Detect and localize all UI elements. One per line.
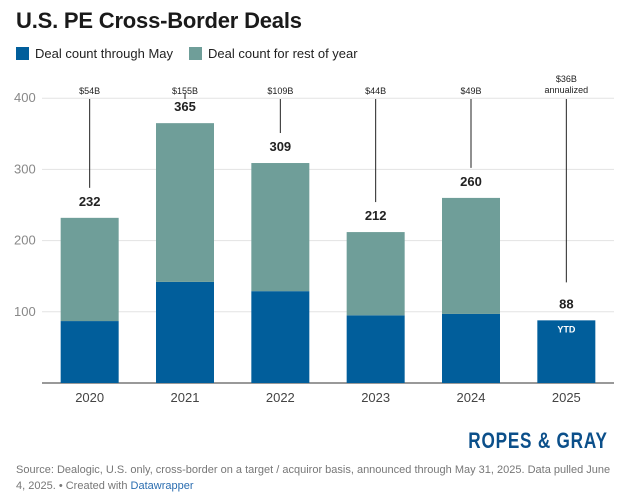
- x-tick-label: 2022: [266, 390, 295, 405]
- y-tick-label: 100: [14, 304, 36, 319]
- legend-label-through-may: Deal count through May: [35, 46, 174, 61]
- x-tick-label: 2020: [75, 390, 104, 405]
- bar-through-may: [60, 321, 119, 383]
- y-tick-label: 400: [14, 90, 36, 105]
- value-annotation: $54B: [79, 86, 100, 96]
- bar-inner-label: YTD: [557, 324, 576, 334]
- bar-total-label: 309: [269, 139, 291, 154]
- bar-through-may: [251, 291, 310, 383]
- bar-total-label: 365: [174, 99, 196, 114]
- datawrapper-link[interactable]: Datawrapper: [130, 480, 194, 492]
- bar-total-label: 260: [460, 174, 482, 189]
- bar-rest-of-year: [60, 217, 119, 322]
- bar-through-may: [442, 313, 500, 383]
- bar-rest-of-year: [442, 197, 500, 314]
- bar-total-label: 232: [79, 194, 101, 209]
- bar-total-label: 212: [365, 208, 387, 223]
- bar-through-may: [156, 281, 214, 383]
- value-annotation-sublabel: annualized: [545, 85, 589, 95]
- bar-total-label: 88: [559, 296, 573, 311]
- chart-title: U.S. PE Cross-Border Deals: [16, 8, 302, 33]
- legend-swatch-through-may: [16, 47, 29, 60]
- value-annotation: $44B: [365, 86, 386, 96]
- legend-item-through-may: Deal count through May: [16, 46, 173, 61]
- source-note: Source: Dealogic, U.S. only, cross-borde…: [16, 462, 616, 494]
- brand-logo: ROPES & GRAY: [468, 428, 608, 453]
- bar-rest-of-year: [346, 232, 405, 316]
- x-tick-label: 2021: [171, 390, 200, 405]
- x-tick-label: 2023: [361, 390, 390, 405]
- bar-through-may: [537, 320, 596, 383]
- legend-swatch-rest-of-year: [189, 47, 203, 60]
- x-tick-label: 2025: [552, 390, 581, 405]
- value-annotation: $109B: [267, 86, 293, 96]
- legend-item-rest-of-year: Deal count for rest of year: [189, 46, 358, 61]
- value-annotation: $155B: [172, 86, 198, 96]
- bar-rest-of-year: [156, 123, 214, 282]
- value-annotation: $36B: [556, 74, 577, 84]
- source-text: Source: Dealogic, U.S. only, cross-borde…: [16, 464, 611, 492]
- bar-rest-of-year: [251, 163, 310, 292]
- y-tick-label: 300: [14, 161, 36, 176]
- y-tick-label: 200: [14, 233, 36, 248]
- value-annotation: $49B: [460, 86, 481, 96]
- x-tick-label: 2024: [457, 390, 486, 405]
- chart-legend: Deal count through May Deal count for re…: [16, 46, 374, 61]
- legend-label-rest-of-year: Deal count for rest of year: [208, 46, 358, 61]
- bar-through-may: [346, 315, 405, 383]
